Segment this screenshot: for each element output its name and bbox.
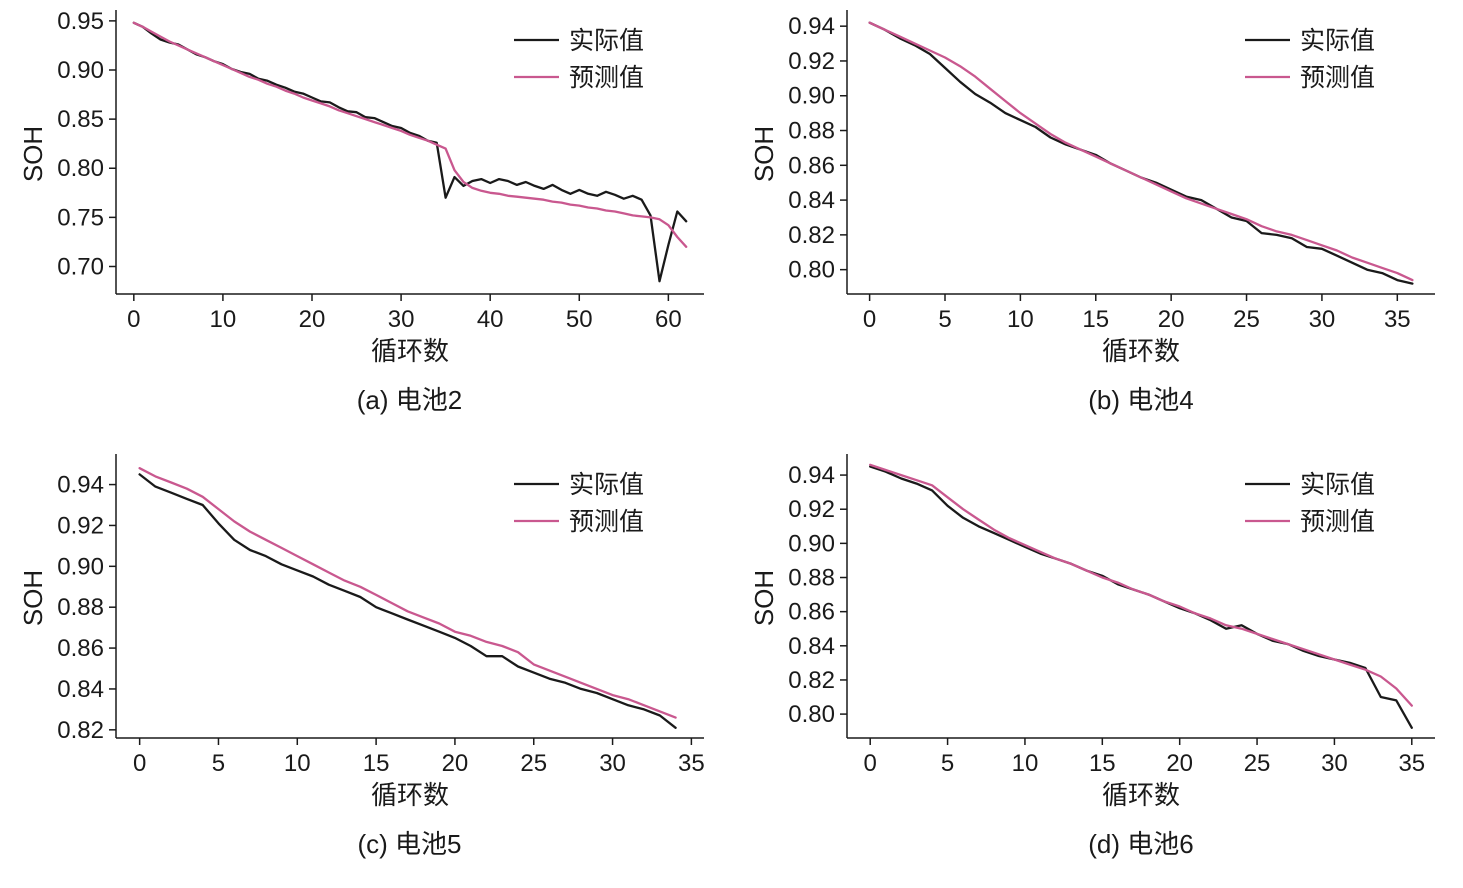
y-tick-label: 0.84 [57, 676, 104, 703]
y-tick-label: 0.94 [788, 13, 835, 40]
series-line-predicted [869, 463, 1413, 707]
legend-label-actual: 实际值 [569, 471, 644, 499]
y-tick-label: 0.90 [57, 57, 104, 84]
y-tick-label: 0.88 [788, 118, 835, 145]
x-tick-label: 30 [599, 750, 626, 777]
x-tick-label: 10 [1007, 306, 1034, 333]
y-tick-label: 0.86 [788, 152, 835, 179]
series-line-predicted [132, 21, 687, 248]
y-axis-title: SOH [749, 126, 779, 182]
y-tick-label: 0.90 [788, 83, 835, 110]
y-tick-label: 0.75 [57, 204, 104, 231]
y-tick-label: 0.94 [788, 462, 835, 489]
x-tick-label: 35 [1398, 750, 1425, 777]
y-tick-label: 0.94 [57, 472, 104, 499]
y-tick-label: 0.80 [788, 701, 835, 728]
x-tick-label: 30 [1321, 750, 1348, 777]
y-tick-label: 0.70 [57, 253, 104, 280]
chart-battery4-caption: (b) 电池4 [1088, 385, 1194, 415]
x-axis-title: 循环数 [1102, 780, 1180, 810]
x-tick-label: 10 [283, 750, 310, 777]
chart-battery2: 0 10 20 30 40 50 60 0.70 0.75 0.80 0.85 0.90 0.95 循环数… [0, 0, 731, 444]
y-axis-title: SOH [749, 570, 779, 626]
x-tick-label: 5 [941, 750, 954, 777]
x-tick-label: 0 [863, 306, 876, 333]
x-tick-label: 5 [211, 750, 224, 777]
chart-battery5-caption: (c) 电池5 [357, 829, 462, 859]
x-tick-label: 20 [298, 306, 325, 333]
y-tick-label: 0.95 [57, 8, 104, 35]
x-axis-title: 循环数 [370, 336, 448, 366]
y-tick-label: 0.82 [788, 667, 835, 694]
x-tick-label: 25 [520, 750, 547, 777]
legend-label-predicted: 预测值 [569, 508, 644, 536]
series-line-actual [869, 465, 1413, 729]
x-tick-label: 30 [387, 306, 414, 333]
x-tick-label: 25 [1244, 750, 1271, 777]
x-tick-label: 20 [1166, 750, 1193, 777]
x-tick-label: 10 [1012, 750, 1039, 777]
y-axis-title: SOH [18, 570, 48, 626]
chart-battery6: 0 5 10 15 20 25 30 35 0.80 0.82 0.84 0.86 0.88 0.90 0.… [731, 444, 1463, 888]
y-tick-label: 0.80 [788, 257, 835, 284]
chart-battery6-caption: (d) 电池6 [1088, 829, 1194, 859]
legend-label-actual: 实际值 [1300, 471, 1375, 499]
x-tick-label: 30 [1309, 306, 1336, 333]
y-tick-label: 0.86 [57, 635, 104, 662]
legend-label-predicted: 预测值 [1300, 64, 1375, 92]
chart-battery5: 0 5 10 15 20 25 30 35 0.82 0.84 0.86 0.88 0.90 0.92 0.… [0, 444, 731, 888]
y-tick-label: 0.90 [788, 530, 835, 557]
x-tick-label: 60 [655, 306, 682, 333]
legend-label-predicted: 预测值 [1300, 508, 1375, 536]
x-tick-label: 0 [127, 306, 140, 333]
x-axis-title: 循环数 [370, 780, 448, 810]
chart-battery2-caption: (a) 电池2 [356, 385, 463, 415]
series-line-predicted [137, 467, 677, 719]
y-tick-label: 0.92 [788, 48, 835, 75]
y-tick-label: 0.84 [788, 187, 835, 214]
x-tick-label: 20 [441, 750, 468, 777]
y-tick-label: 0.92 [788, 496, 835, 523]
legend-label-actual: 实际值 [1300, 27, 1375, 55]
chart-battery2-canvas: 0 10 20 30 40 50 60 0.70 0.75 0.80 0.85 0.90 0.95 循环数… [18, 8, 704, 366]
chart-battery4-canvas: 0 5 10 15 20 25 30 35 0.80 0.82 0.84 0.86 0.88 0.90 0.… [749, 10, 1435, 366]
y-tick-label: 0.82 [788, 222, 835, 249]
chart-battery4: 0 5 10 15 20 25 30 35 0.80 0.82 0.84 0.86 0.88 0.90 0.… [731, 0, 1463, 444]
x-tick-label: 15 [362, 750, 389, 777]
y-tick-label: 0.86 [788, 599, 835, 626]
y-tick-label: 0.85 [57, 106, 104, 133]
y-tick-label: 0.88 [788, 565, 835, 592]
x-tick-label: 10 [209, 306, 236, 333]
chart-battery6-canvas: 0 5 10 15 20 25 30 35 0.80 0.82 0.84 0.86 0.88 0.90 0.… [749, 454, 1435, 810]
y-tick-label: 0.88 [57, 594, 104, 621]
legend-label-actual: 实际值 [569, 27, 644, 55]
legend-label-predicted: 预测值 [569, 64, 644, 92]
y-axis-title: SOH [18, 126, 48, 182]
x-tick-label: 35 [678, 750, 705, 777]
x-tick-label: 25 [1233, 306, 1260, 333]
x-tick-label: 15 [1089, 750, 1116, 777]
x-tick-label: 5 [938, 306, 951, 333]
x-tick-label: 35 [1384, 306, 1411, 333]
y-tick-label: 0.92 [57, 512, 104, 539]
y-tick-label: 0.90 [57, 553, 104, 580]
series-line-actual [137, 473, 677, 729]
y-tick-label: 0.82 [57, 717, 104, 744]
y-tick-label: 0.84 [788, 633, 835, 660]
x-tick-label: 40 [476, 306, 503, 333]
x-axis-title: 循环数 [1102, 336, 1180, 366]
x-tick-label: 20 [1158, 306, 1185, 333]
series-line-predicted [868, 21, 1414, 282]
y-tick-label: 0.80 [57, 155, 104, 182]
x-tick-label: 15 [1082, 306, 1109, 333]
x-tick-label: 50 [565, 306, 592, 333]
x-tick-label: 0 [132, 750, 145, 777]
x-tick-label: 0 [864, 750, 877, 777]
chart-battery5-canvas: 0 5 10 15 20 25 30 35 0.82 0.84 0.86 0.88 0.90 0.92 0.… [18, 454, 705, 810]
